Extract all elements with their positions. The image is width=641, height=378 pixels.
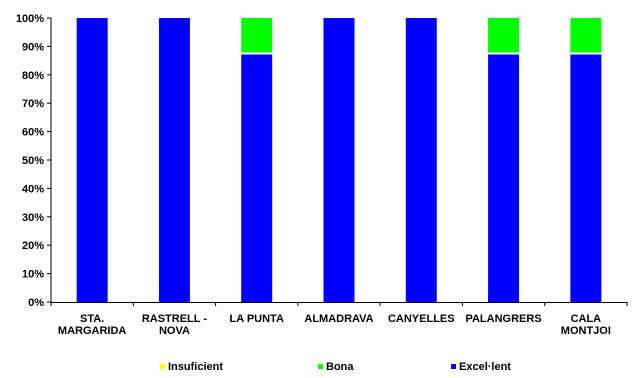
x-category-label: STA. MARGARIDA	[58, 313, 126, 337]
bar-segment-excellent-0	[76, 18, 108, 302]
legend-label-excellent: Excel·lent	[459, 361, 511, 373]
y-tick-label: 70%	[22, 98, 44, 110]
bar-segment-excellent-4	[405, 18, 437, 302]
x-category-label: ALMADRAVA	[304, 313, 373, 325]
legend: Insuficient Bona Excel·lent	[160, 361, 511, 373]
axes-layer	[47, 17, 628, 306]
legend-label-insuficient: Insuficient	[168, 361, 223, 373]
y-tick-label: 10%	[22, 269, 44, 281]
bars-layer	[76, 18, 602, 302]
legend-swatch-insuficient	[160, 364, 165, 369]
bar-segment-bona-6	[570, 18, 602, 54]
bar-segment-excellent-5	[488, 53, 520, 302]
x-category-label: CANYELLES	[388, 313, 455, 325]
y-tick-label: 90%	[22, 41, 44, 53]
x-category-label: PALANGRERS	[465, 313, 541, 325]
y-tick-label: 60%	[22, 127, 44, 139]
y-axis-labels: 0% 10% 20% 30% 40% 50% 60% 70% 80% 90% 100%	[16, 13, 44, 309]
y-tick-label: 100%	[16, 13, 44, 25]
y-tick-label: 0%	[28, 297, 44, 309]
bar-segment-bona-5	[488, 18, 520, 54]
x-category-label: LA PUNTA	[230, 313, 284, 325]
x-category-label: CALA MONTJOI	[561, 313, 611, 337]
y-tick-label: 40%	[22, 183, 44, 195]
bar-segment-excellent-1	[158, 18, 190, 302]
y-tick-label: 50%	[22, 155, 44, 167]
y-tick-label: 80%	[22, 70, 44, 82]
y-tick-label: 30%	[22, 212, 44, 224]
x-category-label: RASTRELL -NOVA	[142, 313, 208, 337]
bar-segment-excellent-2	[241, 53, 273, 302]
y-tick-label: 20%	[22, 240, 44, 252]
bar-segment-bona-2	[241, 18, 273, 54]
legend-swatch-bona	[318, 364, 323, 369]
legend-label-bona: Bona	[326, 361, 354, 373]
x-axis-labels: STA. MARGARIDA RASTRELL -NOVA LA PUNTA ALMAD…	[58, 313, 611, 337]
bar-segment-excellent-6	[570, 53, 602, 302]
legend-swatch-excellent	[451, 364, 456, 369]
bar-segment-excellent-3	[323, 18, 355, 302]
